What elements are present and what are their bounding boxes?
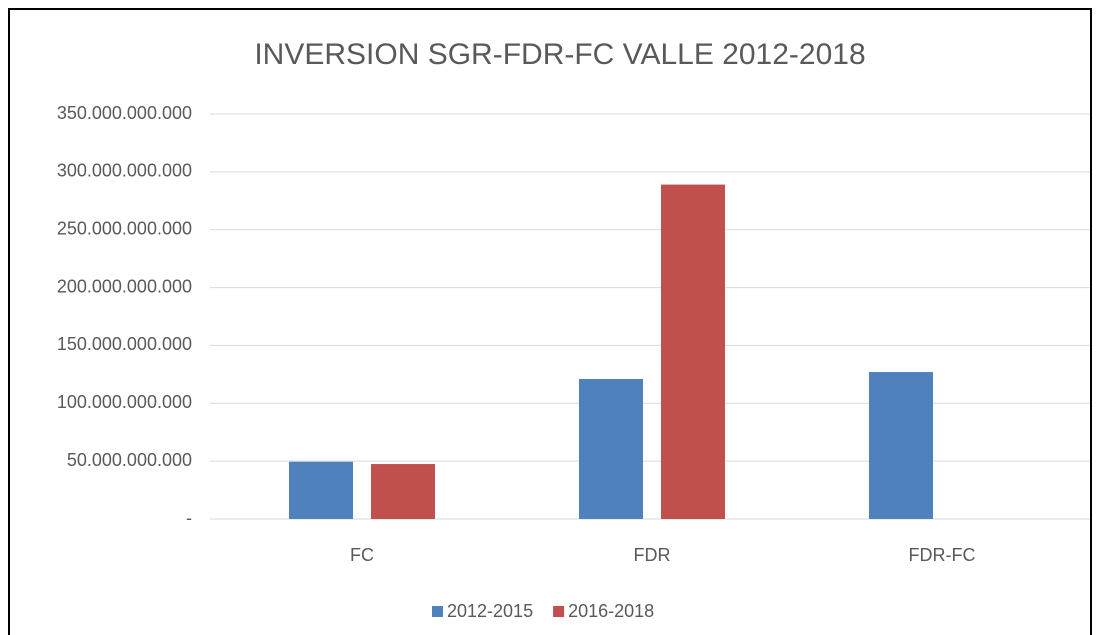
legend-label: 2016-2018: [568, 601, 654, 621]
y-tick-label: 300.000.000.000: [57, 161, 192, 181]
y-tick-label: 150.000.000.000: [57, 334, 192, 354]
legend-swatch: [432, 606, 443, 617]
bar: [579, 378, 643, 519]
legend-label: 2012-2015: [447, 601, 533, 621]
y-tick-label: 350.000.000.000: [57, 103, 192, 123]
x-tick-label: FDR-FC: [909, 545, 976, 565]
y-tick-label: -: [186, 508, 192, 528]
y-tick-label: 250.000.000.000: [57, 218, 192, 238]
y-tick-label: 200.000.000.000: [57, 276, 192, 296]
y-tick-label: 100.000.000.000: [57, 392, 192, 412]
chart-title: INVERSION SGR-FDR-FC VALLE 2012-2018: [254, 38, 865, 71]
bar: [661, 184, 725, 520]
chart-frame: [8, 8, 1092, 635]
y-tick-label: 50.000.000.000: [67, 450, 192, 470]
bar: [289, 461, 353, 519]
legend-swatch: [553, 606, 565, 617]
x-tick-label: FC: [350, 545, 374, 565]
x-tick-label: FDR: [634, 545, 671, 565]
bar: [371, 464, 435, 519]
bar: [869, 372, 933, 519]
